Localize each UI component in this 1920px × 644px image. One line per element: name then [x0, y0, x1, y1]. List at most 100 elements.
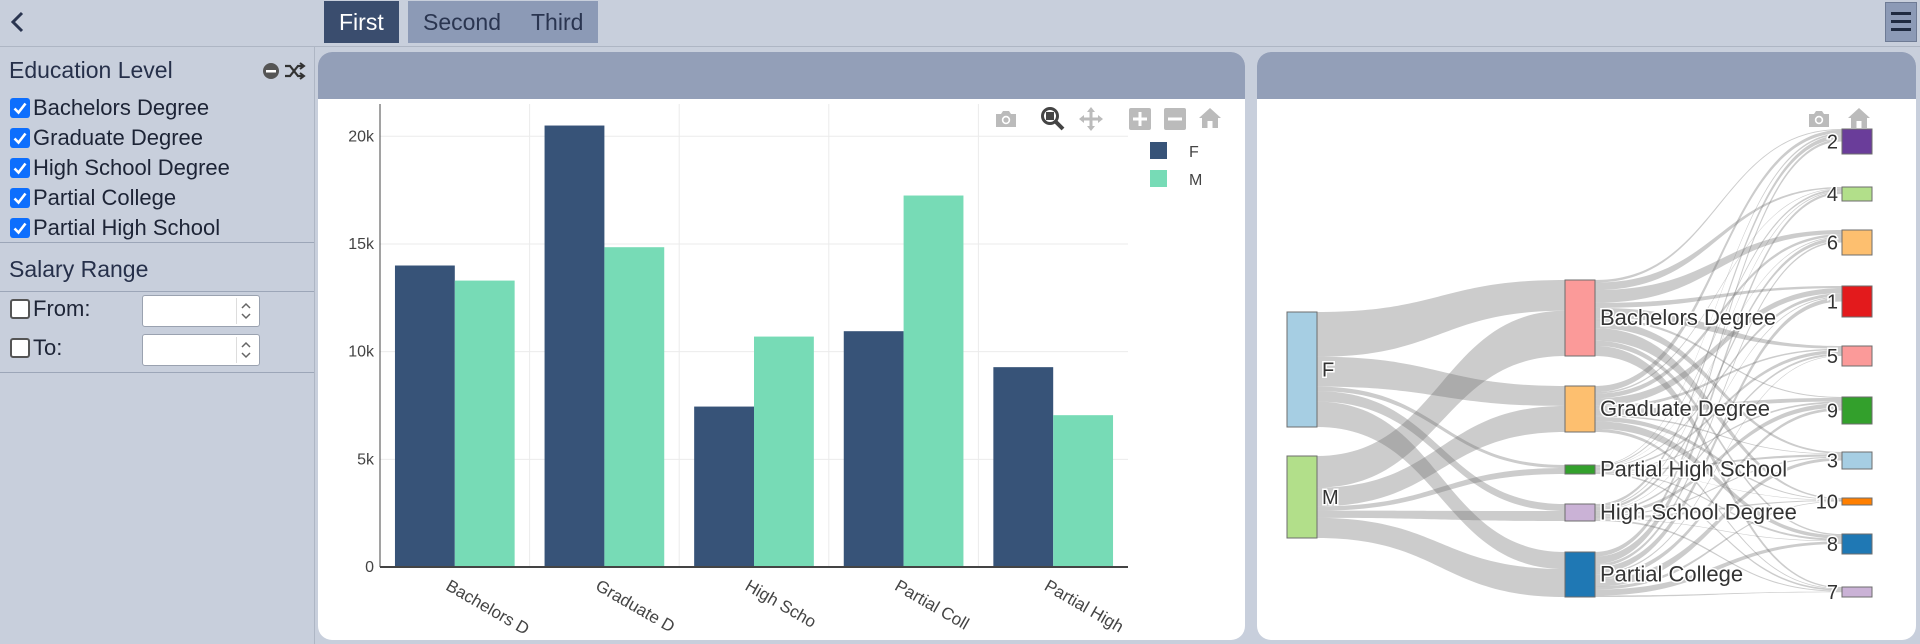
sankey-flow[interactable]: [1317, 401, 1565, 569]
sankey-flow[interactable]: [1595, 541, 1842, 596]
zoom-out-icon[interactable]: [1164, 108, 1186, 135]
sankey-flow[interactable]: [1595, 457, 1842, 587]
sankey-flow[interactable]: [1595, 519, 1842, 592]
sankey-node-target[interactable]: [1841, 451, 1873, 470]
sankey-flow[interactable]: [1595, 471, 1842, 501]
sankey-node-target[interactable]: [1841, 497, 1873, 506]
sankey-flow[interactable]: [1595, 501, 1842, 590]
sankey-flow[interactable]: [1595, 355, 1842, 575]
to-spinner[interactable]: [236, 337, 255, 363]
education-checkbox[interactable]: [10, 158, 30, 178]
sankey-flow[interactable]: [1595, 401, 1842, 471]
back-chevron-icon[interactable]: [6, 10, 30, 34]
education-checkbox[interactable]: [10, 188, 30, 208]
sankey-node[interactable]: [1564, 385, 1596, 433]
sankey-flow[interactable]: [1595, 139, 1842, 557]
education-label[interactable]: Graduate Degree: [33, 125, 203, 150]
sankey-flow[interactable]: [1595, 416, 1842, 500]
sankey-flow[interactable]: [1317, 517, 1565, 597]
education-checkbox[interactable]: [10, 98, 30, 118]
sankey-flow[interactable]: [1595, 471, 1842, 541]
sankey-flow[interactable]: [1595, 293, 1842, 468]
sankey-node-target[interactable]: [1841, 586, 1873, 598]
education-checkbox[interactable]: [10, 218, 30, 238]
sankey-node-target[interactable]: [1841, 186, 1873, 202]
bar-F-0[interactable]: [394, 265, 455, 567]
tab-first[interactable]: First: [324, 1, 399, 43]
sankey-flow[interactable]: [1595, 353, 1842, 513]
bar-F-1[interactable]: [544, 125, 605, 567]
legend-swatch[interactable]: [1150, 142, 1167, 159]
education-label[interactable]: Partial College: [33, 185, 177, 210]
sankey-flow[interactable]: [1595, 403, 1842, 516]
camera-icon[interactable]: [994, 108, 1018, 135]
sankey-node-F[interactable]: [1286, 311, 1318, 428]
sankey-flow[interactable]: [1317, 280, 1565, 357]
from-input[interactable]: [142, 295, 260, 327]
to-checkbox[interactable]: [10, 338, 30, 358]
sankey-flow[interactable]: [1317, 510, 1565, 521]
sankey-flow[interactable]: [1595, 191, 1842, 564]
sankey-flow[interactable]: [1595, 472, 1842, 591]
sankey-node-target[interactable]: [1841, 533, 1873, 555]
bar-M-2[interactable]: [754, 336, 814, 567]
zoom-icon[interactable]: [1040, 106, 1066, 137]
sankey-flow[interactable]: [1595, 454, 1842, 472]
education-checkbox[interactable]: [10, 128, 30, 148]
education-label[interactable]: Bachelors Degree: [33, 95, 210, 120]
sankey-flow[interactable]: [1595, 188, 1842, 394]
legend-swatch[interactable]: [1150, 170, 1167, 187]
sankey-node[interactable]: [1564, 551, 1596, 598]
sankey-flow[interactable]: [1595, 350, 1842, 470]
sankey-flow[interactable]: [1595, 288, 1842, 406]
bar-M-1[interactable]: [604, 247, 665, 567]
sankey-flow[interactable]: [1595, 296, 1842, 511]
bar-M-4[interactable]: [1053, 415, 1114, 567]
sankey-node-M[interactable]: [1286, 455, 1318, 539]
sankey-flow[interactable]: [1317, 356, 1565, 406]
sankey-node-target[interactable]: [1841, 128, 1873, 155]
sankey-node[interactable]: [1564, 503, 1596, 522]
home-icon[interactable]: [1198, 107, 1222, 134]
sankey-flow[interactable]: [1595, 340, 1842, 536]
education-label[interactable]: High School Degree: [33, 155, 230, 180]
sankey-node[interactable]: [1564, 279, 1596, 357]
home-icon[interactable]: [1847, 107, 1871, 134]
sankey-flow[interactable]: [1595, 230, 1842, 303]
sankey-flow[interactable]: [1595, 129, 1842, 283]
minus-circle-icon[interactable]: [262, 62, 280, 85]
sankey-flow[interactable]: [1595, 348, 1842, 409]
to-input[interactable]: [142, 334, 260, 366]
tab-third[interactable]: Third: [516, 1, 599, 43]
sankey-flow[interactable]: [1595, 234, 1842, 399]
legend-label[interactable]: F: [1189, 144, 1199, 161]
sankey-node-target[interactable]: [1841, 345, 1873, 367]
sankey-flow[interactable]: [1595, 591, 1842, 597]
sankey-node[interactable]: [1564, 464, 1596, 475]
camera-icon[interactable]: [1807, 108, 1831, 135]
sankey-flow[interactable]: [1595, 188, 1842, 467]
sankey-flow[interactable]: [1595, 415, 1842, 455]
sankey-flow[interactable]: [1595, 407, 1842, 579]
sankey-flow[interactable]: [1595, 318, 1842, 398]
sankey-flow[interactable]: [1595, 190, 1842, 508]
sankey-flow[interactable]: [1595, 133, 1842, 466]
legend-label[interactable]: M: [1189, 172, 1202, 189]
bar-M-3[interactable]: [903, 195, 964, 567]
sankey-flow[interactable]: [1595, 297, 1842, 573]
pan-icon[interactable]: [1078, 106, 1104, 137]
sankey-flow[interactable]: [1595, 421, 1842, 539]
sankey-flow[interactable]: [1317, 310, 1565, 488]
bar-F-4[interactable]: [993, 367, 1054, 567]
from-checkbox[interactable]: [10, 299, 30, 319]
sankey-flow[interactable]: [1595, 328, 1842, 500]
sankey-flow[interactable]: [1595, 129, 1842, 393]
sankey-flow[interactable]: [1317, 406, 1565, 507]
tab-second[interactable]: Second: [408, 1, 517, 43]
shuffle-icon[interactable]: [284, 61, 306, 86]
sankey-flow[interactable]: [1595, 236, 1842, 468]
sankey-flow[interactable]: [1595, 345, 1842, 589]
bar-F-2[interactable]: [694, 406, 754, 567]
sankey-flow[interactable]: [1595, 187, 1842, 291]
sankey-flow[interactable]: [1595, 286, 1842, 308]
